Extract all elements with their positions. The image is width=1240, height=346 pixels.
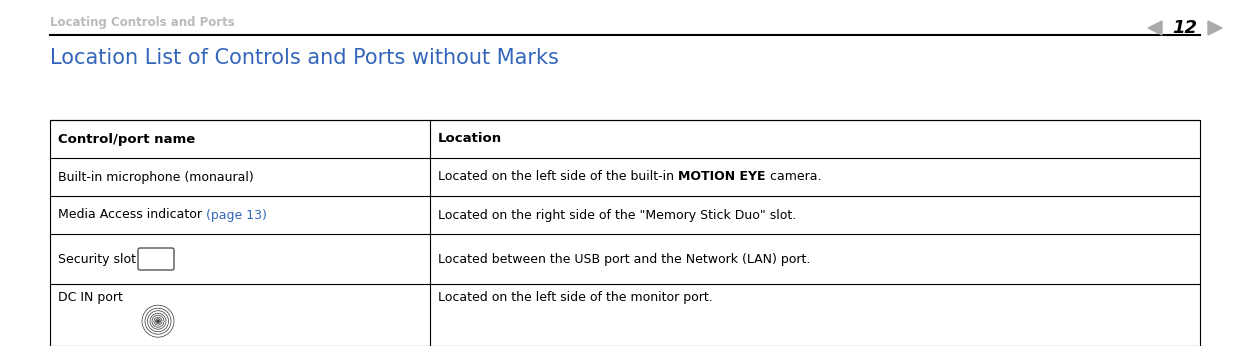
Text: DC IN port: DC IN port <box>58 291 123 304</box>
Text: Located between the USB port and the Network (LAN) port.: Located between the USB port and the Net… <box>438 253 811 265</box>
Text: Location: Location <box>438 133 502 146</box>
Text: Built-in microphone (monaural): Built-in microphone (monaural) <box>58 171 254 183</box>
Text: 12: 12 <box>1173 19 1198 37</box>
Text: Located on the right side of the "Memory Stick Duo" slot.: Located on the right side of the "Memory… <box>438 209 796 221</box>
Polygon shape <box>1208 21 1221 35</box>
Circle shape <box>153 315 164 327</box>
Circle shape <box>154 317 162 325</box>
Text: Located on the left side of the monitor port.: Located on the left side of the monitor … <box>438 291 713 304</box>
Text: Location List of Controls and Ports without Marks: Location List of Controls and Ports with… <box>50 48 559 68</box>
Text: Located on the left side of the built-in: Located on the left side of the built-in <box>438 171 678 183</box>
Circle shape <box>156 320 160 323</box>
Circle shape <box>148 311 169 332</box>
Circle shape <box>156 320 159 322</box>
Text: MOTION EYE: MOTION EYE <box>678 171 765 183</box>
Text: Locating Controls and Ports: Locating Controls and Ports <box>50 16 234 29</box>
Circle shape <box>145 308 171 334</box>
Text: (page 13): (page 13) <box>206 209 267 221</box>
Bar <box>50 120 1200 346</box>
FancyBboxPatch shape <box>138 248 174 270</box>
Circle shape <box>155 319 160 324</box>
Text: Security slot: Security slot <box>58 253 136 265</box>
Text: camera.: camera. <box>765 171 821 183</box>
Text: Control/port name: Control/port name <box>58 133 195 146</box>
Polygon shape <box>1148 21 1162 35</box>
Circle shape <box>150 313 166 329</box>
Text: Media Access indicator: Media Access indicator <box>58 209 206 221</box>
Circle shape <box>143 305 174 337</box>
